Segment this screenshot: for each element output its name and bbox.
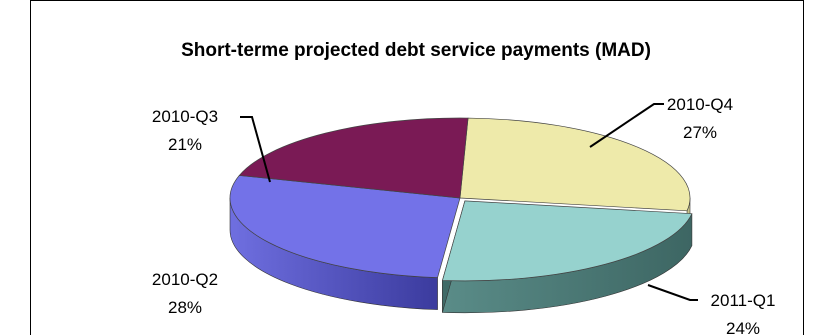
pie-slice-2010-q4	[459, 117, 691, 212]
leader-line-2010-q3	[240, 116, 271, 183]
pie-slice-2010-q2	[229, 175, 461, 278]
slice-label-pct: 21%	[168, 135, 202, 154]
pie-top-faces	[229, 117, 693, 282]
slice-label-pct: 24%	[726, 319, 760, 335]
pie-slice-2011-q1	[441, 200, 693, 282]
slice-label-name: 2010-Q4	[667, 95, 733, 114]
chart-title: Short-terme projected debt service payme…	[181, 40, 651, 61]
slice-label-pct: 27%	[683, 123, 717, 142]
slice-label-pct: 28%	[168, 298, 202, 317]
leader-line-2011-q1	[647, 284, 698, 301]
slice-label-name: 2010-Q2	[152, 270, 218, 289]
slice-label-name: 2010-Q3	[152, 107, 218, 126]
leader-line-2010-q4	[589, 103, 664, 148]
slice-label-name: 2011-Q1	[711, 291, 776, 310]
pie-slice-2010-q3	[238, 117, 469, 199]
